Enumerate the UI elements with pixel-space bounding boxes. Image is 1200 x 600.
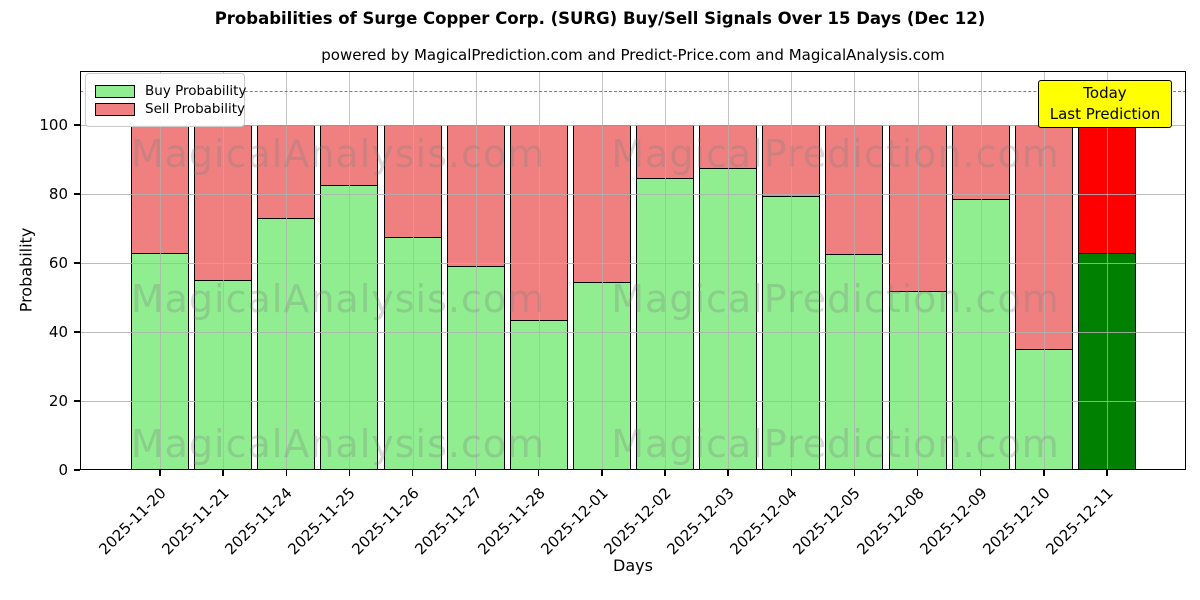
x-tick-mark bbox=[853, 470, 856, 476]
x-gridline bbox=[665, 71, 667, 470]
y-tick-mark bbox=[74, 262, 80, 264]
legend-swatch-buy-icon bbox=[95, 84, 135, 98]
x-gridline bbox=[1106, 71, 1108, 470]
x-tick-mark bbox=[285, 470, 287, 476]
y-tick-label: 20 bbox=[48, 392, 68, 410]
today-annotation-line2: Last Prediction bbox=[1049, 105, 1161, 123]
x-tick-mark bbox=[474, 470, 477, 476]
x-tick-mark bbox=[727, 470, 729, 476]
x-tick-mark bbox=[664, 470, 666, 476]
legend-item-buy: Buy Probability bbox=[95, 83, 246, 99]
x-tick-mark bbox=[790, 470, 792, 476]
y-tick-label: 80 bbox=[48, 185, 68, 203]
chart-legend: Buy Probability Sell Probability bbox=[85, 73, 246, 127]
x-tick-mark bbox=[411, 470, 414, 476]
y-tick-mark bbox=[74, 469, 80, 471]
x-gridline bbox=[728, 71, 730, 470]
y-gridline bbox=[80, 401, 1186, 402]
x-tick-mark bbox=[159, 470, 161, 476]
y-axis-label: Probability bbox=[16, 227, 36, 313]
y-tick-mark bbox=[74, 193, 80, 195]
x-tick-mark bbox=[1043, 470, 1045, 476]
x-gridline bbox=[349, 71, 351, 470]
y-gridline bbox=[80, 194, 1186, 195]
chart-title: Probabilities of Surge Copper Corp. (SUR… bbox=[214, 9, 986, 28]
x-axis-label: Days bbox=[613, 556, 653, 575]
x-tick-mark bbox=[979, 470, 982, 476]
plot-area: MagicalAnalysis.com MagicalPrediction.com… bbox=[80, 71, 1186, 470]
legend-swatch-sell-icon bbox=[95, 102, 135, 116]
x-gridline bbox=[475, 71, 477, 470]
today-annotation-box: Today Last Prediction bbox=[1038, 80, 1172, 128]
x-tick-mark bbox=[538, 470, 540, 476]
legend-item-sell: Sell Probability bbox=[95, 101, 245, 117]
x-gridline bbox=[223, 71, 225, 470]
x-gridline bbox=[791, 71, 793, 470]
watermark-text: MagicalPrediction.com bbox=[611, 132, 1060, 176]
x-gridline bbox=[601, 71, 603, 470]
y-tick-label: 100 bbox=[39, 116, 68, 134]
watermark-text: MagicalPrediction.com bbox=[611, 277, 1060, 321]
watermark-text: MagicalPrediction.com bbox=[611, 422, 1060, 466]
x-gridline bbox=[412, 71, 414, 470]
x-tick-mark bbox=[348, 470, 351, 476]
today-annotation-line1: Today bbox=[1083, 84, 1127, 102]
threshold-dashed-line bbox=[80, 90, 1186, 92]
y-tick-label: 0 bbox=[58, 461, 68, 479]
x-tick-mark bbox=[222, 470, 224, 476]
y-gridline bbox=[80, 125, 1186, 126]
y-tick-mark bbox=[74, 331, 80, 333]
x-gridline bbox=[917, 71, 919, 470]
watermark-text: MagicalAnalysis.com bbox=[130, 277, 546, 321]
x-tick-mark bbox=[601, 470, 603, 476]
y-tick-mark bbox=[74, 400, 80, 402]
x-tick-mark bbox=[916, 470, 919, 476]
x-gridline bbox=[286, 71, 288, 470]
x-gridline bbox=[160, 71, 161, 470]
legend-label-buy: Buy Probability bbox=[145, 83, 247, 99]
y-gridline bbox=[80, 332, 1186, 333]
y-tick-mark bbox=[74, 124, 80, 126]
x-gridline bbox=[1043, 71, 1045, 470]
x-gridline bbox=[980, 71, 982, 470]
x-gridline bbox=[854, 71, 856, 470]
x-gridline bbox=[538, 71, 540, 470]
chart-subtitle: powered by MagicalPrediction.com and Pre… bbox=[321, 46, 945, 64]
watermark-text: MagicalAnalysis.com bbox=[130, 132, 546, 176]
y-gridline bbox=[80, 263, 1186, 264]
y-tick-label: 60 bbox=[48, 254, 68, 272]
legend-label-sell: Sell Probability bbox=[145, 101, 246, 117]
y-tick-label: 40 bbox=[48, 323, 68, 341]
watermark-text: MagicalAnalysis.com bbox=[130, 422, 546, 466]
x-tick-mark bbox=[1106, 470, 1108, 476]
